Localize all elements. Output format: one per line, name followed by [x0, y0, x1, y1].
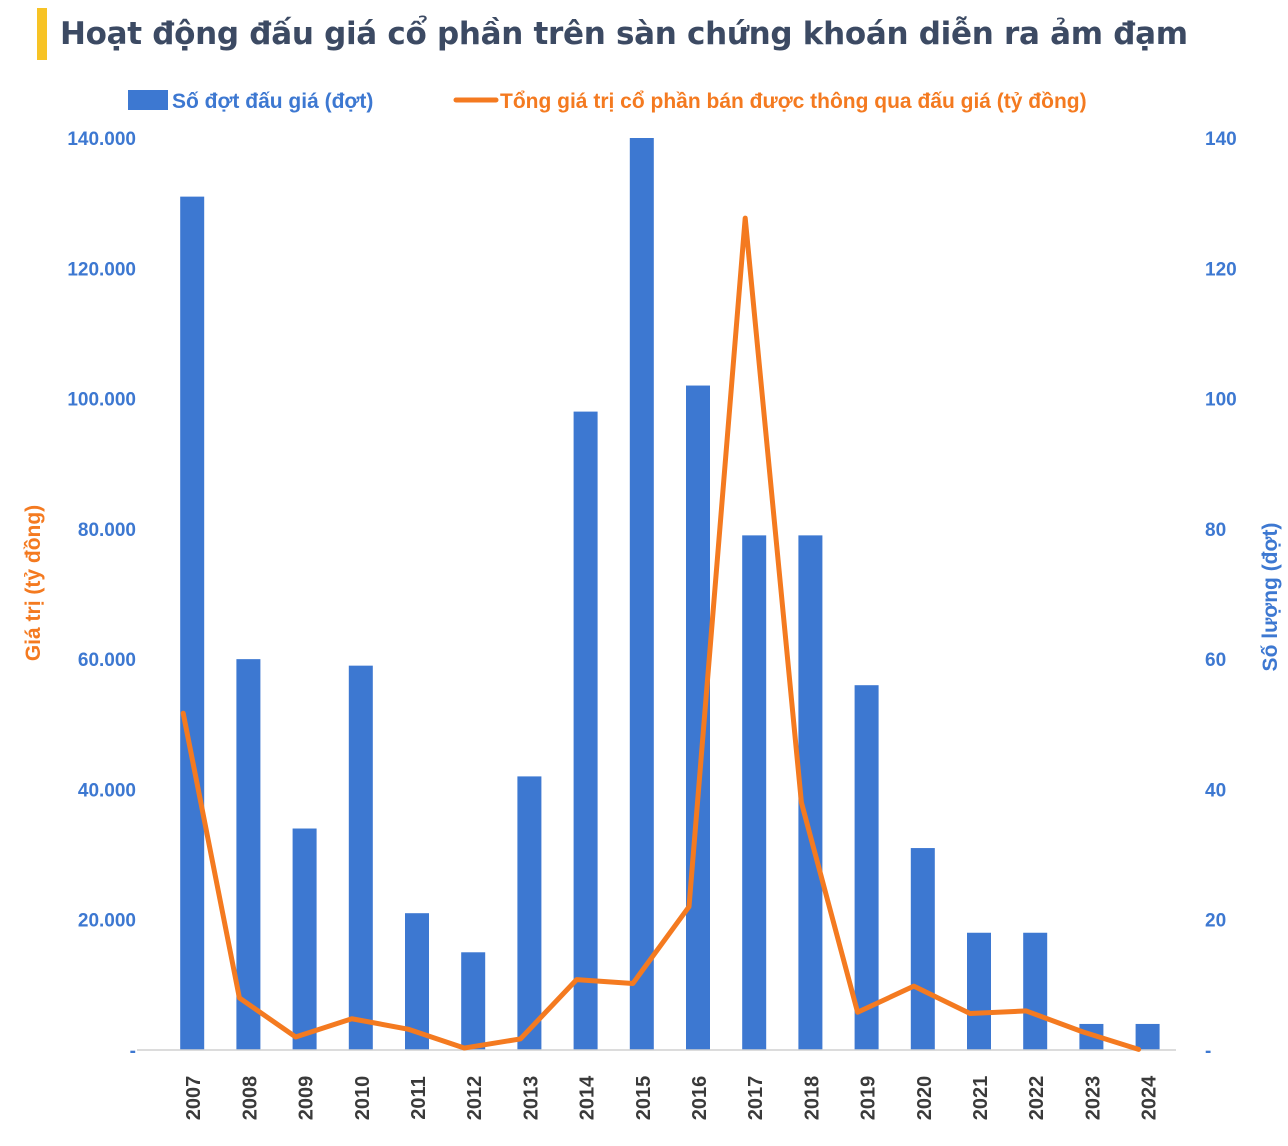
- bar: [629, 138, 654, 1050]
- right-tick-label: 60: [1205, 650, 1226, 671]
- bar: [517, 776, 542, 1050]
- x-tick-label: 2009: [296, 1076, 318, 1121]
- left-tick-label: 60.000: [78, 650, 136, 671]
- bar: [573, 411, 598, 1051]
- bar: [461, 952, 486, 1050]
- x-tick-label: 2019: [858, 1076, 880, 1121]
- right-tick-label: 100: [1205, 390, 1237, 411]
- x-tick-label: 2008: [239, 1076, 261, 1121]
- bar: [910, 848, 935, 1050]
- right-tick-label: 20: [1205, 911, 1226, 932]
- x-tick-label: 2011: [408, 1076, 430, 1119]
- x-tick-label: 2022: [1026, 1076, 1048, 1121]
- legend-line-label: Tổng giá trị cổ phần bán được thông qua …: [500, 90, 1087, 113]
- chart-title: Hoạt động đấu giá cổ phần trên sàn chứng…: [60, 16, 1188, 52]
- title-accent-bar: [37, 8, 47, 60]
- right-tick-label: 40: [1205, 780, 1226, 801]
- right-tick-label: 80: [1205, 520, 1226, 541]
- left-tick-label: 20.000: [78, 911, 136, 932]
- line-series: [180, 215, 1142, 1052]
- x-tick-label: 2023: [1082, 1076, 1104, 1121]
- bar: [742, 535, 767, 1050]
- series-line: [180, 215, 1142, 1052]
- bar: [348, 665, 373, 1050]
- left-tick-label: -: [130, 1041, 136, 1062]
- left-axis-title: Giá trị (tỷ đồng): [22, 505, 45, 661]
- left-tick-label: 80.000: [78, 520, 136, 541]
- right-axis-title: Số lượng (đợt): [1259, 523, 1282, 672]
- x-tick-label: 2007: [183, 1076, 205, 1121]
- bar-series: [180, 138, 1160, 1051]
- right-axis-ticks: - 20 40 60 80 100 120 140: [1205, 129, 1237, 1062]
- left-tick-label: 100.000: [67, 390, 136, 411]
- legend: Số đợt đấu giá (đợt) Tổng giá trị cổ phần…: [128, 90, 1087, 113]
- x-tick-label: 2016: [689, 1076, 711, 1121]
- x-axis-labels: 2007 2008 2009 2010 2011 2012 2013 2014 2015 2016…: [183, 1075, 1160, 1120]
- bar: [1023, 932, 1048, 1050]
- axis-titles: Giá trị (tỷ đồng) Số lượng (đợt): [22, 505, 1282, 672]
- bar: [854, 685, 879, 1050]
- x-tick-label: 2012: [464, 1076, 486, 1121]
- bar: [967, 932, 991, 1050]
- x-tick-label: 2015: [633, 1076, 655, 1121]
- right-tick-label: 140: [1205, 129, 1237, 150]
- x-tick-label: 2024: [1139, 1075, 1161, 1120]
- bar: [236, 659, 261, 1050]
- x-tick-label: 2020: [914, 1076, 936, 1121]
- left-tick-label: 140.000: [67, 129, 136, 150]
- right-tick-label: -: [1205, 1041, 1211, 1062]
- left-axis-ticks: - 20.000 40.000 60.000 80.000 100.000 120.000 1…: [67, 129, 136, 1062]
- right-tick-label: 120: [1205, 259, 1237, 280]
- bar: [1135, 1023, 1160, 1050]
- x-tick-label: 2014: [577, 1075, 599, 1120]
- legend-bar-swatch: [128, 90, 168, 110]
- left-tick-label: 120.000: [67, 259, 136, 280]
- bar: [180, 196, 205, 1051]
- bar: [292, 828, 317, 1050]
- x-tick-label: 2010: [352, 1076, 374, 1121]
- legend-bar-label: Số đợt đấu giá (đợt): [172, 90, 373, 113]
- x-tick-label: 2017: [745, 1076, 767, 1121]
- left-tick-label: 40.000: [78, 780, 136, 801]
- x-tick-label: 2013: [520, 1076, 542, 1121]
- x-tick-label: 2018: [801, 1076, 823, 1121]
- x-tick-label: 2021: [970, 1076, 992, 1121]
